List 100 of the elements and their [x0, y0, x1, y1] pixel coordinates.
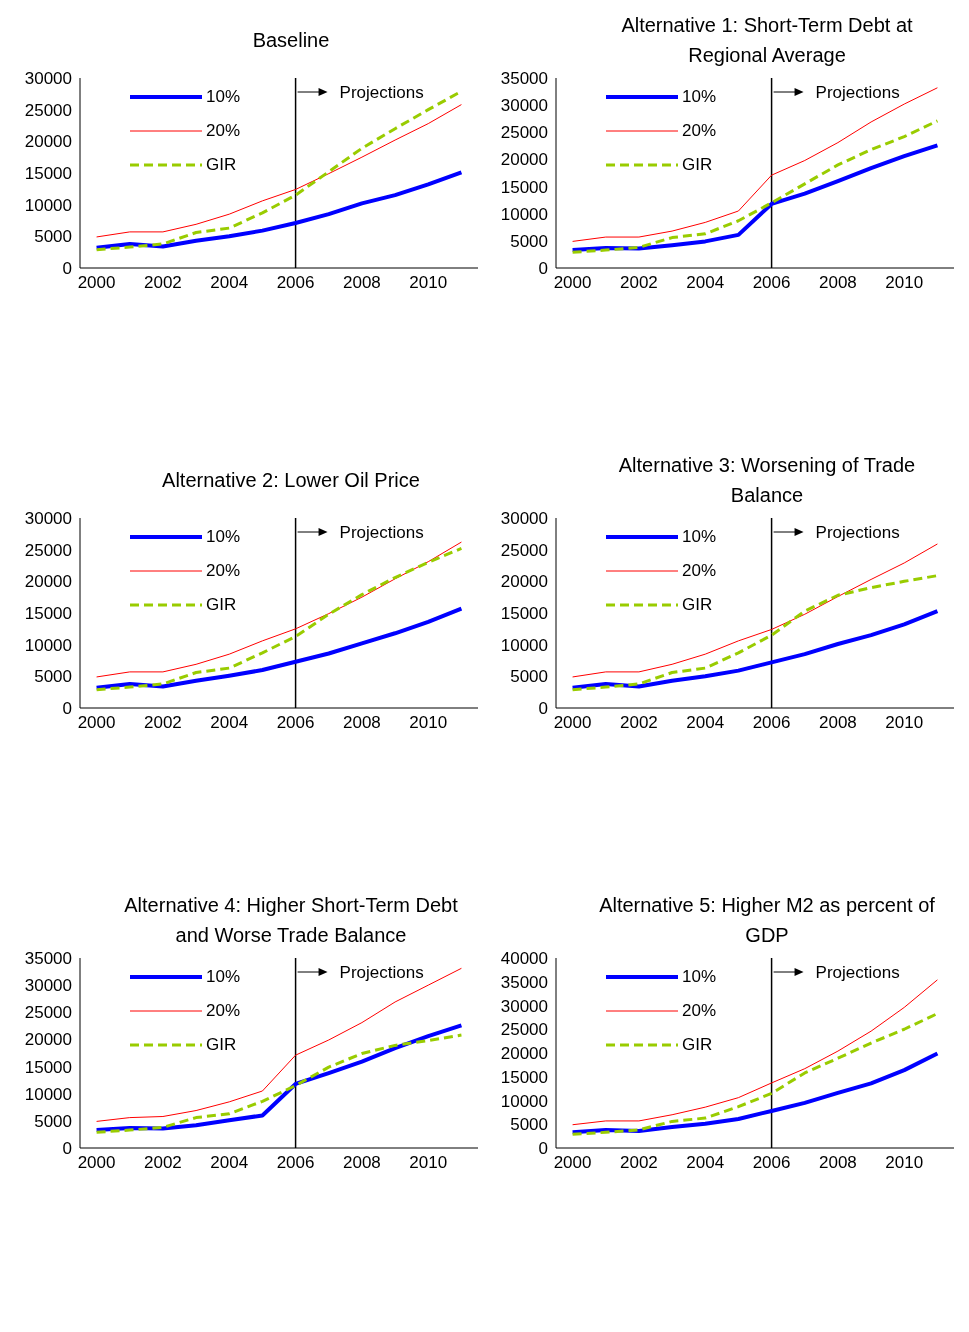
x-tick-label: 2004 [686, 713, 725, 733]
ref-line-label: Projections [339, 83, 424, 102]
chart-title: Alternative 1: Short-Term Debt at Regional Average [620, 13, 914, 68]
x-tick-label: 2002 [144, 1153, 182, 1173]
y-tick-label: 20000 [500, 150, 548, 170]
legend-label: GIR [682, 595, 713, 615]
chart-title: Baseline [251, 28, 331, 53]
y-tick-label: 5000 [34, 667, 72, 687]
y-tick-label: 15000 [24, 604, 72, 624]
y-tick-label: 15000 [24, 1057, 72, 1077]
x-tick-label: 2010 [409, 1153, 448, 1173]
line-series [570, 143, 940, 253]
legend-label: 20% [682, 1001, 717, 1021]
y-tick-label: 10000 [500, 204, 548, 224]
line-series [571, 574, 939, 692]
y-tick-label: 25000 [24, 1003, 72, 1023]
x-tick-label: 2000 [77, 713, 116, 733]
y-tick-label: 10000 [500, 1091, 548, 1111]
y-tick-label: 30000 [24, 69, 72, 89]
x-tick-label: 2002 [144, 273, 182, 293]
y-tick-label: 5000 [510, 231, 548, 251]
legend-label: 20% [682, 561, 717, 581]
x-tick-label: 2010 [409, 273, 448, 293]
y-tick-label: 10000 [24, 195, 72, 215]
chart-title: Alternative 3: Worsening of Trade Balance [617, 453, 917, 508]
chart-title: Alternative 5: Higher M2 as percent of GDP [598, 893, 936, 948]
y-tick-label: 30000 [24, 509, 72, 529]
line-series [94, 170, 464, 250]
y-tick-label: 35000 [500, 972, 548, 992]
y-tick-label: 5000 [510, 1115, 548, 1135]
legend-label: 10% [206, 87, 241, 107]
y-tick-label: 0 [62, 259, 72, 279]
x-tick-label: 2006 [752, 1153, 791, 1173]
legend-label: 10% [682, 967, 717, 987]
y-tick-label: 25000 [24, 540, 72, 560]
y-tick-label: 0 [538, 259, 548, 279]
y-tick-label: 0 [62, 699, 72, 719]
x-tick-label: 2008 [343, 273, 381, 293]
y-tick-label: 20000 [24, 572, 72, 592]
x-tick-label: 2000 [77, 1153, 116, 1173]
legend-label: 20% [206, 121, 241, 141]
x-tick-label: 2006 [752, 713, 791, 733]
x-tick-label: 2000 [77, 273, 116, 293]
y-tick-label: 25000 [500, 540, 548, 560]
line-series [572, 543, 938, 678]
y-tick-label: 15000 [500, 1067, 548, 1087]
x-tick-label: 2002 [620, 1153, 658, 1173]
x-tick-label: 2002 [144, 713, 182, 733]
y-tick-label: 10000 [24, 1084, 72, 1104]
y-tick-label: 20000 [500, 572, 548, 592]
y-tick-label: 25000 [24, 100, 72, 120]
y-tick-label: 5000 [34, 1111, 72, 1131]
x-tick-label: 2002 [620, 713, 658, 733]
ref-line-label: Projections [339, 523, 424, 542]
x-tick-label: 2004 [210, 273, 249, 293]
legend-label: 20% [206, 561, 241, 581]
x-tick-label: 2010 [409, 713, 448, 733]
legend-label: GIR [682, 1035, 713, 1055]
y-tick-label: 35000 [24, 949, 72, 969]
legend-label: 10% [206, 967, 241, 987]
legend-label: 20% [682, 121, 717, 141]
chart-title: Alternative 4: Higher Short-Term Debt and Worse Trade Balance [123, 893, 459, 948]
x-tick-label: 2006 [752, 273, 791, 293]
y-tick-label: 0 [538, 699, 548, 719]
x-tick-label: 2004 [210, 1153, 249, 1173]
line-series [96, 967, 462, 1122]
x-tick-label: 2008 [819, 713, 857, 733]
y-tick-label: 25000 [500, 1020, 548, 1040]
x-tick-label: 2008 [819, 1153, 857, 1173]
legend-label: 10% [682, 527, 717, 547]
line-series [570, 1051, 940, 1135]
y-tick-label: 30000 [24, 976, 72, 996]
x-tick-label: 2010 [885, 273, 924, 293]
y-tick-label: 15000 [24, 164, 72, 184]
legend-label: 10% [206, 527, 241, 547]
legend-label: GIR [682, 155, 713, 175]
x-tick-label: 2004 [686, 1153, 725, 1173]
y-tick-label: 5000 [510, 667, 548, 687]
y-tick-label: 0 [538, 1139, 548, 1159]
y-tick-label: 10000 [500, 635, 548, 655]
line-series [570, 609, 940, 690]
y-tick-label: 20000 [24, 1030, 72, 1050]
x-tick-label: 2008 [819, 273, 857, 293]
x-tick-label: 2010 [885, 713, 924, 733]
y-tick-label: 0 [62, 1139, 72, 1159]
x-tick-label: 2004 [210, 713, 249, 733]
x-tick-label: 2002 [620, 273, 658, 293]
y-tick-label: 20000 [500, 1044, 548, 1064]
x-tick-label: 2010 [885, 1153, 924, 1173]
y-tick-label: 20000 [24, 132, 72, 152]
y-tick-label: 5000 [34, 227, 72, 247]
legend-label: GIR [206, 155, 237, 175]
x-tick-label: 2006 [276, 273, 315, 293]
x-tick-label: 2006 [276, 1153, 315, 1173]
y-tick-label: 10000 [24, 635, 72, 655]
y-tick-label: 25000 [500, 123, 548, 143]
legend-label: 10% [682, 87, 717, 107]
ref-line-label: Projections [339, 963, 424, 982]
x-tick-label: 2000 [553, 713, 592, 733]
chart-title: Alternative 2: Lower Oil Price [161, 468, 421, 493]
